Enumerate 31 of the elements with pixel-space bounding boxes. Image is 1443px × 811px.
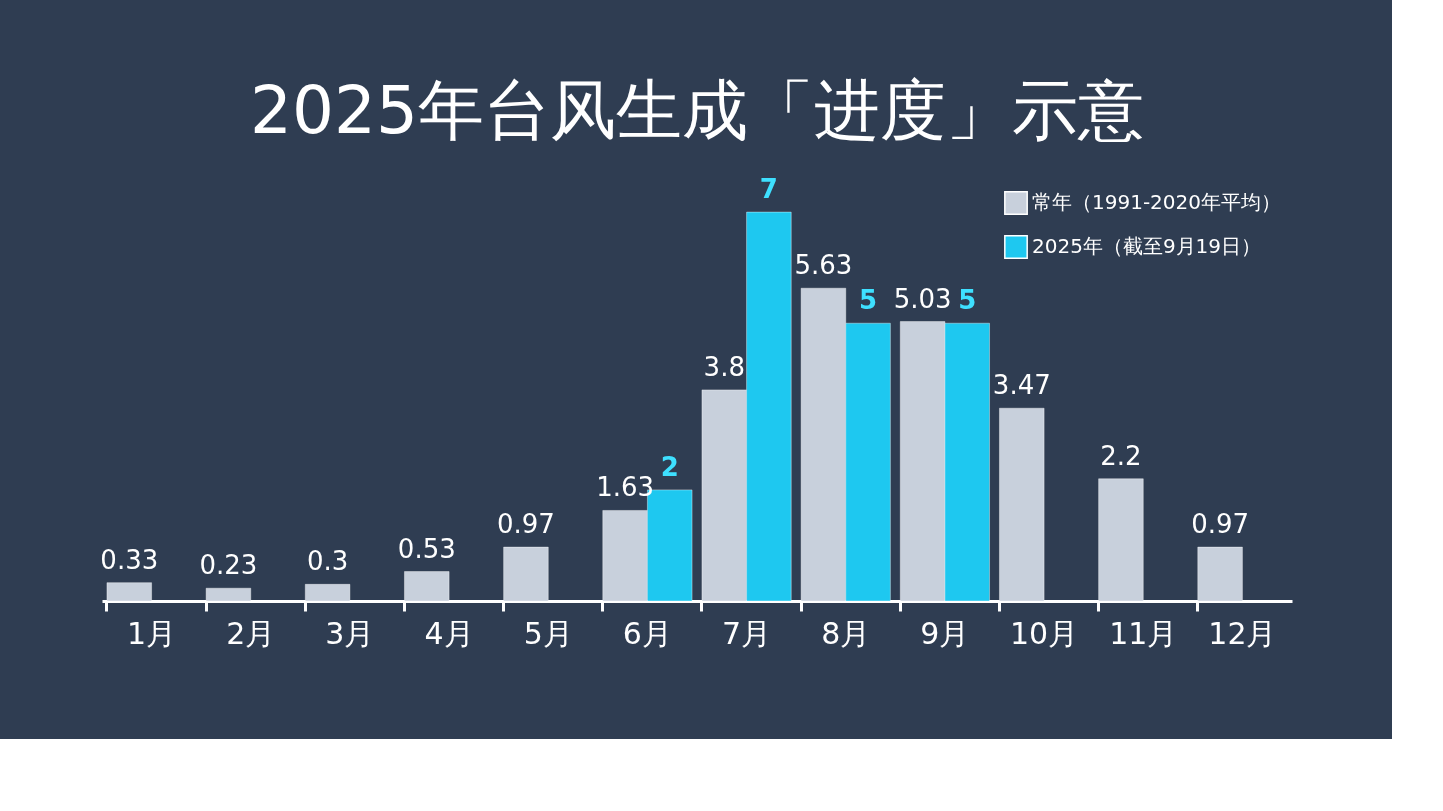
data-label: 0.3: [306, 546, 349, 577]
data-label: 2.2: [1100, 440, 1142, 471]
x-tick-label: 1月: [127, 615, 177, 651]
data-label: 5: [958, 285, 977, 316]
x-tick-label: 12月: [1208, 615, 1277, 651]
data-label: 0.97: [1191, 509, 1250, 540]
x-tick-label: 7月: [722, 615, 772, 651]
x-tick-label: 3月: [325, 615, 375, 651]
x-tick-label: 4月: [424, 615, 474, 651]
x-tick-label: 5月: [523, 615, 573, 651]
x-tick-label: 10月: [1009, 615, 1079, 651]
chart-title: 2025年台风生成「进度」示意: [250, 72, 1144, 150]
data-label: 2: [660, 451, 679, 482]
x-tick-label: 8月: [821, 615, 871, 651]
x-tick-label: 6月: [622, 615, 672, 651]
x-tick-label: 9月: [920, 615, 970, 651]
data-label: 3.47: [992, 370, 1051, 401]
data-label: 5: [859, 285, 878, 316]
data-label: 3.8: [703, 351, 745, 382]
data-label: 5.63: [794, 250, 853, 281]
data-label: 0.23: [199, 550, 258, 581]
legend-label: 2025年（截至9月19日）: [1032, 234, 1262, 258]
x-tick-label: 2月: [226, 615, 276, 651]
data-label: 5.03: [893, 283, 952, 314]
legend-label: 常年（1991-2020年平均）: [1032, 190, 1282, 214]
data-label: 0.33: [100, 544, 159, 575]
data-label: 1.63: [596, 472, 655, 503]
data-label: 0.53: [397, 533, 456, 564]
data-label: 0.97: [496, 509, 555, 540]
data-label: 7: [759, 174, 778, 205]
x-tick-label: 11月: [1109, 615, 1178, 651]
